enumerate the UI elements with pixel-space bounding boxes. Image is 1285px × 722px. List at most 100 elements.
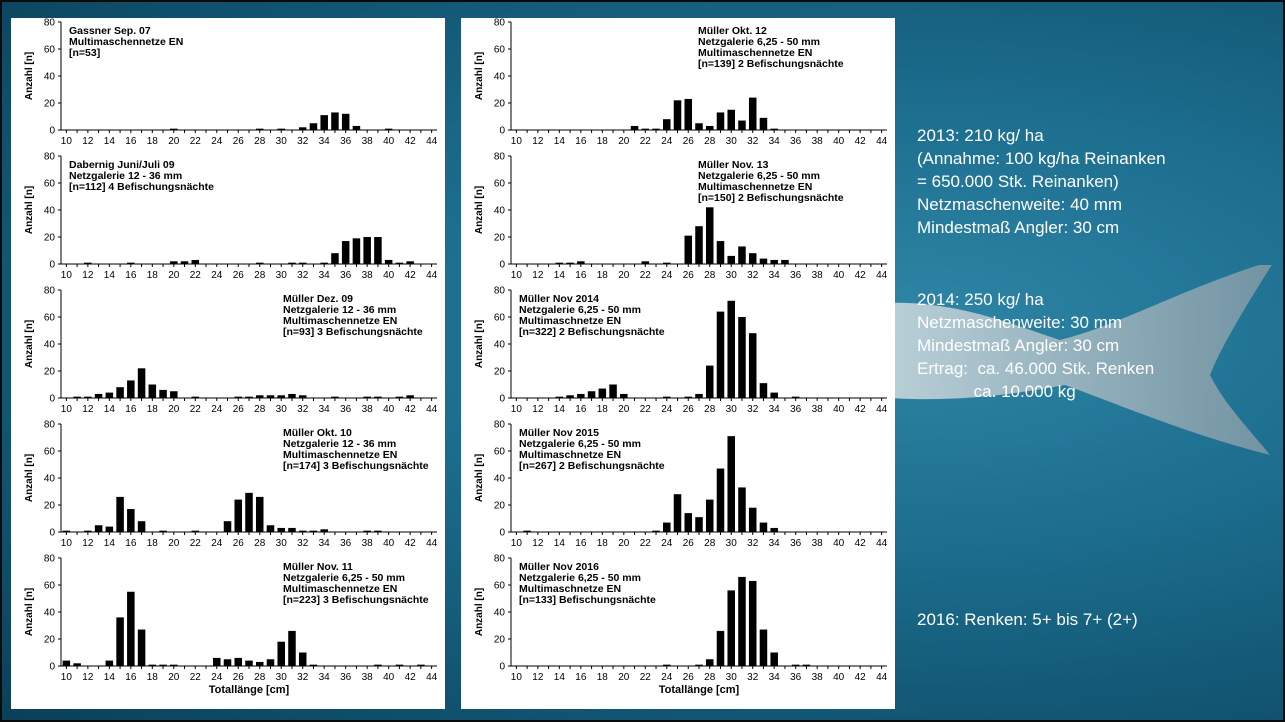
x-tick-label: 18 [597, 538, 609, 549]
x-tick-label: 36 [790, 270, 802, 281]
x-tick-label: 34 [319, 270, 331, 281]
histogram-bar [395, 262, 404, 264]
x-tick-label: 40 [833, 404, 845, 415]
x-tick-label: 34 [319, 136, 331, 147]
x-tick-label: 40 [383, 672, 395, 683]
x-tick-label: 40 [833, 136, 845, 147]
histogram-bar [116, 387, 124, 398]
histogram-bar [105, 526, 114, 532]
x-tick-label: 36 [790, 404, 802, 415]
histogram-chart: 0 20 40 60 80 Anzahl [n] 10 12 14 16 18 20 22 24 26 28 3… [24, 152, 438, 282]
histogram-bar [127, 262, 135, 264]
histogram-bar [255, 128, 264, 130]
x-tick-label: 36 [340, 404, 352, 415]
histogram-bar [598, 388, 607, 398]
x-tick-label: 36 [340, 672, 352, 683]
y-tick-label: 0 [49, 126, 55, 137]
histogram-bar [705, 499, 714, 532]
y-tick-label: 80 [494, 286, 506, 297]
histogram-bar [374, 237, 382, 264]
histogram-bar [555, 396, 564, 398]
histogram-bar [309, 123, 318, 130]
chart-annotation-line: Netzgalerie 6,25 - 50 mm [519, 304, 641, 316]
x-tick-label: 22 [190, 672, 202, 683]
histogram-bar [587, 391, 596, 398]
x-tick-label: 12 [532, 672, 544, 683]
histogram-bar [363, 396, 371, 398]
histogram-bar [384, 259, 393, 264]
histogram-bar [705, 125, 714, 130]
histogram-bar [577, 261, 585, 264]
histogram-bar [320, 115, 328, 130]
histogram-bar [791, 664, 800, 666]
histogram-bar [609, 384, 617, 398]
x-tick-label: 14 [104, 136, 116, 147]
x-tick-label: 34 [319, 672, 331, 683]
y-tick-label: 80 [44, 286, 56, 297]
histogram-bar [288, 262, 296, 264]
y-axis-label: Anzahl [n] [24, 52, 35, 100]
x-tick-label: 12 [82, 672, 94, 683]
y-tick-label: 20 [44, 501, 56, 512]
x-tick-label: 26 [233, 672, 245, 683]
x-tick-label: 38 [812, 404, 824, 415]
x-tick-label: 20 [168, 136, 180, 147]
y-tick-label: 80 [44, 420, 56, 431]
x-tick-label: 42 [405, 538, 417, 549]
x-tick-label: 20 [618, 538, 630, 549]
histogram-bar [277, 641, 285, 666]
histogram-bar [716, 241, 725, 264]
histogram-chart: 0 20 40 60 80 Anzahl [n] 10 12 14 16 18 20 22 24 26 28 3… [24, 18, 438, 147]
x-tick-label: 12 [82, 270, 94, 281]
x-tick-label: 14 [104, 672, 116, 683]
x-tick-label: 38 [362, 270, 374, 281]
histogram-bar [331, 112, 339, 130]
x-tick-label: 28 [704, 538, 716, 549]
histogram-bar [298, 262, 307, 264]
histogram-bar [223, 521, 232, 532]
chart-annotation-line: Müller Nov 2015 [519, 427, 599, 439]
chart-annotation-line: Müller Okt. 10 [283, 427, 352, 439]
histogram-bar [137, 521, 146, 532]
histogram-bar [406, 395, 414, 398]
x-tick-label: 14 [554, 270, 566, 281]
y-tick-label: 0 [49, 394, 55, 405]
x-tick-label: 22 [640, 136, 652, 147]
note-line: ca. 10.000 kg [917, 382, 1076, 401]
histogram-bar [641, 128, 650, 130]
histogram-bar [159, 530, 167, 532]
fish-tail-illustration [860, 265, 1272, 455]
x-tick-label: 14 [104, 270, 116, 281]
histogram-bar [374, 664, 382, 666]
histogram-bar [73, 396, 81, 398]
y-tick-label: 60 [494, 179, 506, 190]
x-tick-label: 14 [554, 538, 566, 549]
x-tick-label: 20 [618, 270, 630, 281]
x-axis-label: Totallänge [cm] [659, 684, 740, 696]
x-tick-label: 42 [405, 404, 417, 415]
x-tick-label: 22 [640, 404, 652, 415]
chart-annotation-line: [n=150] 2 Befischungsnächte [698, 192, 844, 204]
x-tick-label: 38 [812, 136, 824, 147]
histogram-bar [791, 396, 800, 398]
x-tick-label: 24 [211, 136, 223, 147]
histogram-bar [727, 436, 735, 532]
note-line: Netzmaschenweite: 30 mm [917, 313, 1123, 332]
y-tick-label: 60 [494, 313, 506, 324]
x-tick-label: 20 [618, 136, 630, 147]
histogram-bar [352, 238, 361, 264]
y-tick-label: 60 [44, 447, 56, 458]
y-tick-label: 0 [49, 662, 55, 673]
histogram-bar [170, 391, 178, 398]
histogram-bar [255, 661, 264, 666]
x-tick-label: 28 [254, 270, 266, 281]
x-tick-label: 42 [405, 672, 417, 683]
histogram-bar [395, 664, 404, 666]
histogram-bar [191, 396, 200, 398]
x-tick-label: 16 [125, 672, 137, 683]
x-tick-label: 34 [769, 672, 781, 683]
histogram-bar [159, 389, 167, 398]
x-tick-label: 42 [855, 538, 867, 549]
y-axis-label: Anzahl [n] [474, 588, 485, 636]
